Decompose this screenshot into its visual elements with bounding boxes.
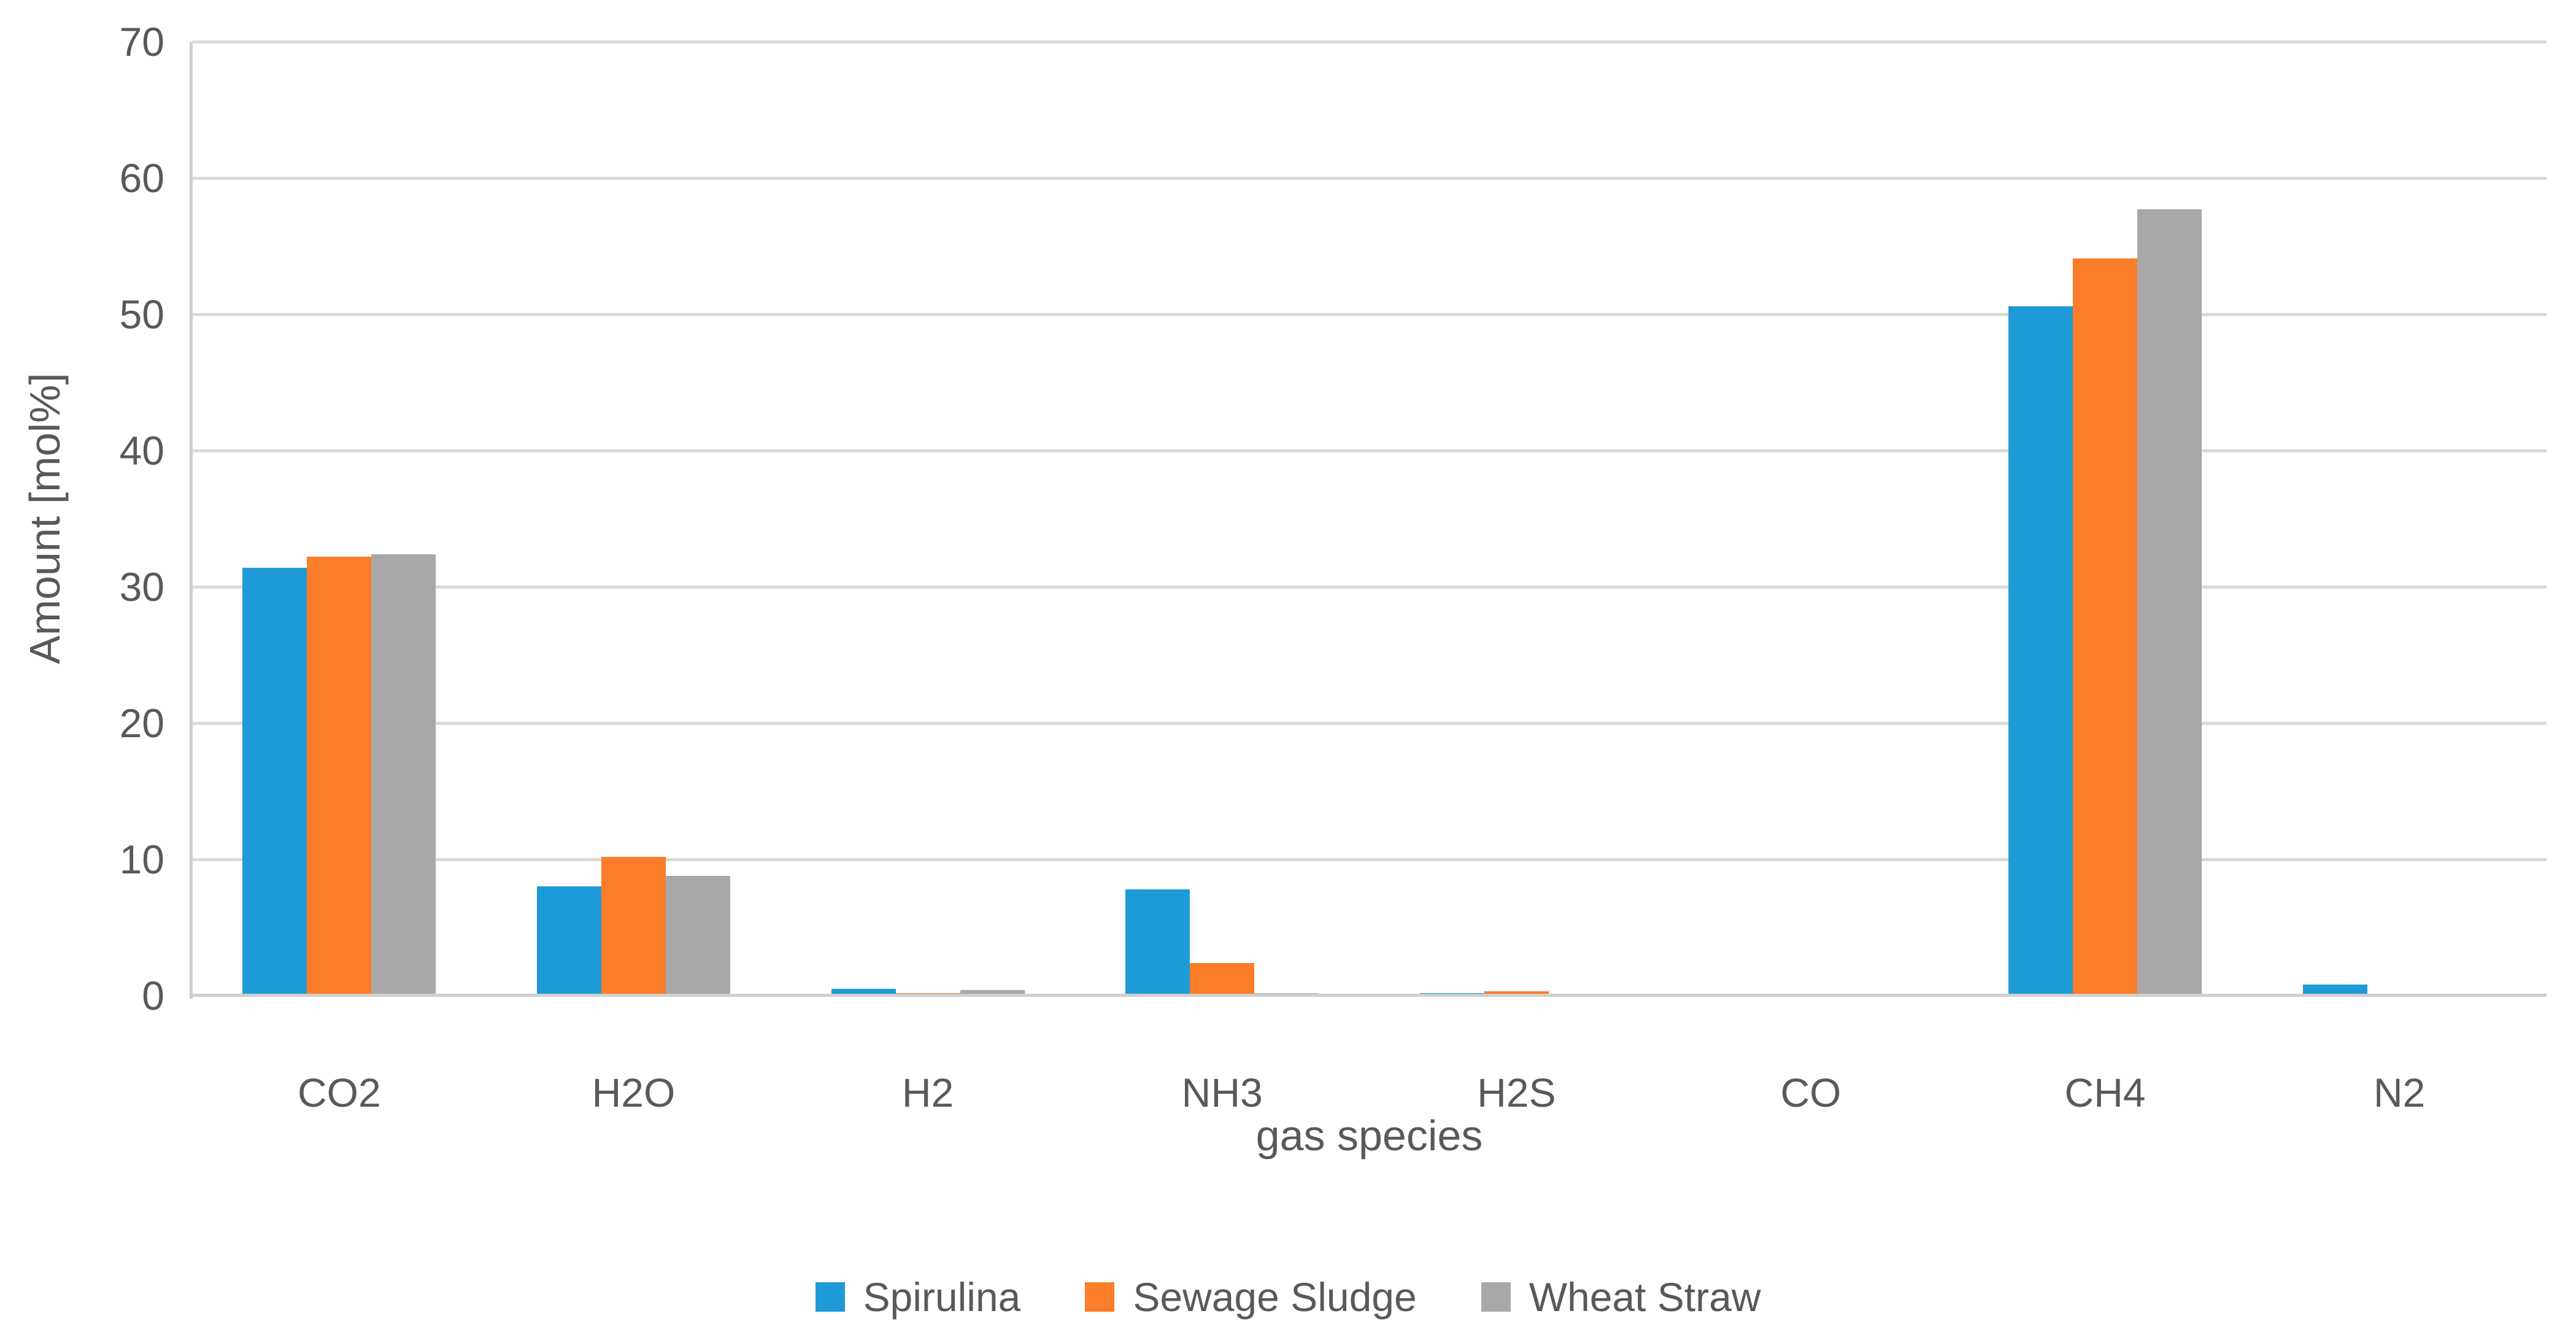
bar-ch4-sewage-sludge (2073, 258, 2138, 996)
legend-entry-wheat-straw: Wheat Straw (1481, 1274, 1761, 1320)
y-tick-label-30: 30 (119, 564, 164, 610)
gridline-y-50 (192, 313, 2547, 316)
legend-marker-spirulina (815, 1282, 845, 1312)
y-axis-line (190, 42, 193, 999)
x-tick-label-h2s: H2S (1477, 1070, 1556, 1115)
bar-h2-spirulina (831, 988, 896, 996)
bar-ch4-wheat-straw (2137, 209, 2202, 996)
bar-h2o-spirulina (536, 886, 601, 996)
legend-label-spirulina: Spirulina (863, 1274, 1021, 1320)
gridline-y-10 (192, 858, 2547, 861)
x-axis-title: gas species (1255, 1112, 1483, 1159)
gridline-y-70 (192, 41, 2547, 44)
bar-h2s-sewage-sludge (1484, 991, 1549, 996)
x-axis-line (192, 994, 2547, 997)
y-tick-label-60: 60 (119, 155, 164, 201)
bar-h2o-sewage-sludge (601, 856, 666, 996)
legend-label-wheat-straw: Wheat Straw (1529, 1274, 1761, 1320)
bar-co2-spirulina (242, 567, 307, 996)
y-tick-label-0: 0 (142, 973, 164, 1018)
bar-h2-wheat-straw (960, 990, 1025, 996)
legend-marker-wheat-straw (1481, 1282, 1511, 1312)
legend-entry-spirulina: Spirulina (815, 1274, 1021, 1320)
bar-co2-wheat-straw (371, 554, 436, 996)
x-tick-label-h2: H2 (901, 1070, 954, 1115)
bar-ch4-spirulina (2008, 306, 2073, 996)
x-tick-label-h2o: H2O (592, 1070, 676, 1115)
bar-h2o-wheat-straw (665, 875, 730, 996)
legend: Spirulina Sewage Sludge Wheat Straw (0, 1263, 2576, 1331)
x-tick-label-co2: CO2 (297, 1070, 381, 1115)
bar-nh3-spirulina (1125, 889, 1190, 996)
gridline-y-60 (192, 177, 2547, 180)
bar-nh3-sewage-sludge (1190, 962, 1255, 996)
x-tick-label-co: CO (1780, 1070, 1841, 1115)
gridline-y-40 (192, 449, 2547, 452)
y-tick-label-40: 40 (119, 428, 164, 473)
legend-marker-sewage-sludge (1085, 1282, 1115, 1312)
plot-area: 0 10 20 30 40 50 60 70 CO2 H2O H2 NH3 H2S CO CH4 N2 (120, 19, 2547, 1115)
legend-entry-sewage-sludge: Sewage Sludge (1085, 1274, 1417, 1320)
bar-co2-sewage-sludge (307, 557, 372, 996)
y-tick-label-50: 50 (119, 292, 164, 337)
gridline-y-30 (192, 586, 2547, 589)
y-tick-label-20: 20 (119, 700, 164, 746)
x-tick-label-n2: N2 (2374, 1070, 2426, 1115)
y-tick-label-10: 10 (119, 837, 164, 882)
x-tick-label-nh3: NH3 (1181, 1070, 1263, 1115)
bar-n2-spirulina (2302, 985, 2367, 996)
x-tick-label-ch4: CH4 (2064, 1070, 2146, 1115)
legend-label-sewage-sludge: Sewage Sludge (1133, 1274, 1417, 1320)
gridline-y-20 (192, 722, 2547, 725)
y-tick-label-70: 70 (119, 19, 164, 64)
